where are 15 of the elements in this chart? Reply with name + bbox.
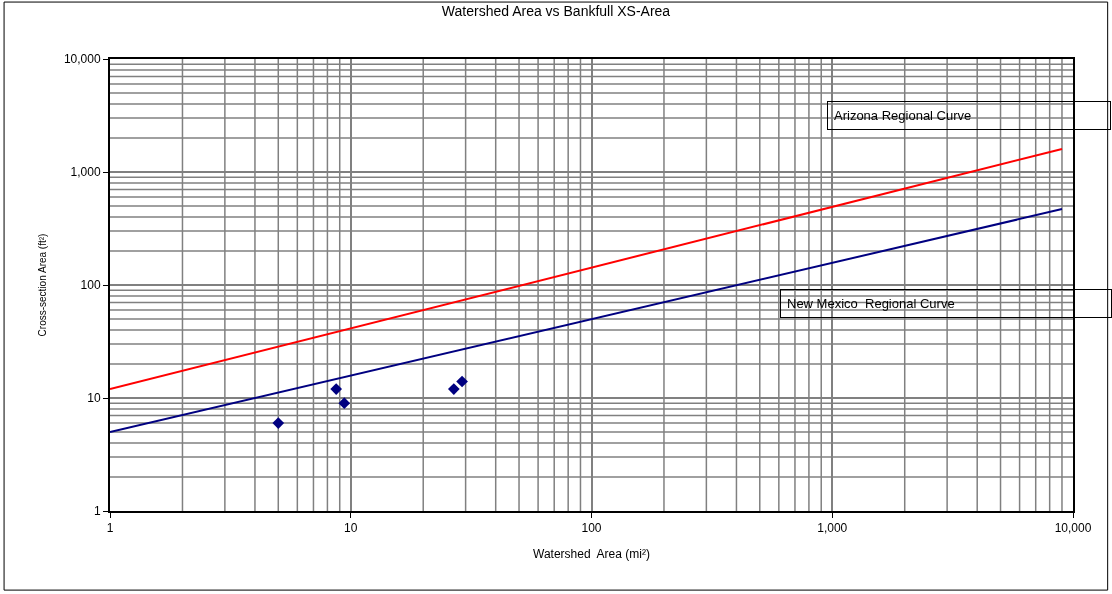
annotation: Arizona Regional Curve [834,108,972,123]
x-tick-label: 10 [344,521,358,536]
y-axis-title: Cross-section Area (ft²) [37,233,49,337]
x-tick-label: 1,000 [817,521,848,536]
y-tick-label: 10,000 [63,52,101,67]
x-axis-title: Watershed Area (mi²) [533,546,650,561]
y-tick-label: 10 [87,391,101,406]
x-tick-label: 1 [106,521,114,536]
chart-title: Watershed Area vs Bankfull XS-Area [441,2,671,19]
x-tick-label: 10,000 [1054,521,1092,536]
y-tick-label: 1 [93,504,101,519]
y-tick-label: 100 [80,278,101,293]
x-tick-label: 100 [581,521,602,536]
annotation: New Mexico Regional Curve [787,296,955,311]
y-tick-label: 1,000 [70,165,101,180]
